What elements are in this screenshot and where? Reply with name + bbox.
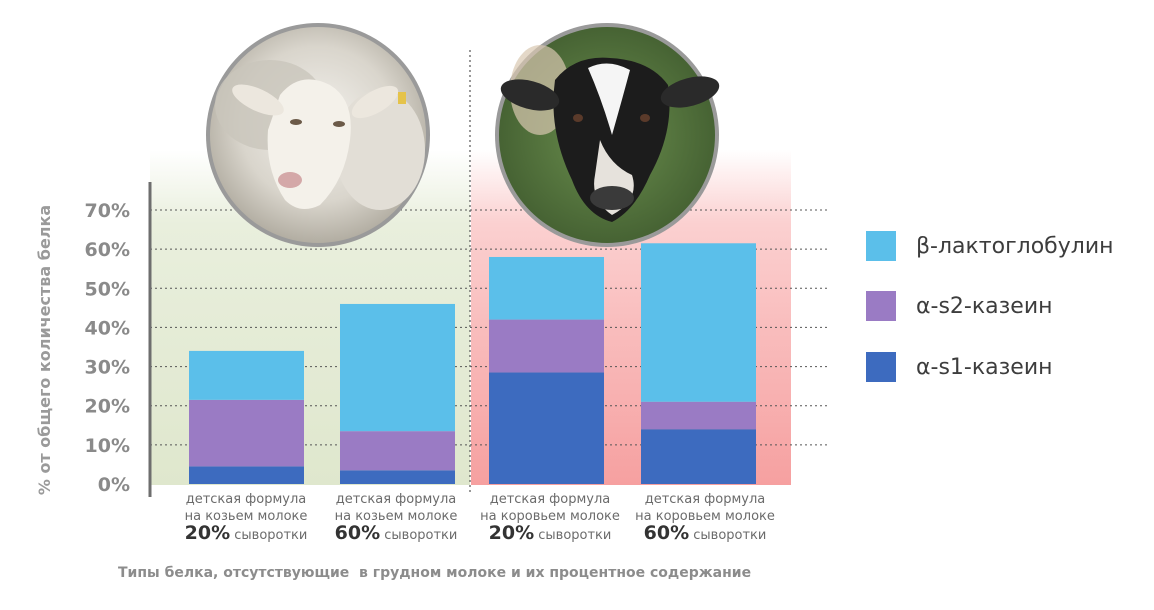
chart-footer-caption: Типы белка, отсутствующие в грудном моло… — [118, 565, 752, 581]
bar-segment-1-1 — [189, 466, 304, 484]
y-tick-label: 20% — [85, 396, 130, 418]
category-label-percent: 20% — [488, 522, 535, 544]
category-label-line1: детская формула — [185, 492, 307, 507]
y-axis-label: % от общего количества белка — [35, 205, 54, 495]
category-label-percent: 60% — [643, 522, 690, 544]
bar-segment-3-3 — [489, 256, 604, 320]
y-tick-label: 10% — [85, 435, 130, 457]
bar-segment-4-2 — [641, 401, 756, 430]
bar-segment-1-3 — [189, 350, 304, 400]
legend-swatch — [866, 291, 896, 321]
bar-segment-3-1 — [489, 372, 604, 484]
category-label-line1: детская формула — [335, 492, 457, 507]
legend-label: β-лактоглобулин — [916, 233, 1114, 259]
bar-segment-1-2 — [189, 399, 304, 467]
category-label-percent: 20% — [184, 522, 231, 544]
bar-segment-4-3 — [641, 243, 756, 402]
y-tick-label: 50% — [85, 278, 130, 300]
category-label-rest: сыворотки — [234, 528, 308, 543]
category-label-percent: 60% — [334, 522, 381, 544]
category-label-rest: сыворотки — [384, 528, 458, 543]
category-label-rest: сыворотки — [538, 528, 612, 543]
category-label-2: детская формула на козьем молоке 60% сыв… — [321, 491, 471, 544]
category-label-line1: детская формула — [489, 492, 611, 507]
legend-item-alpha-s1-casein: α-s1-казеин — [866, 352, 1053, 382]
category-label-line2: на козьем молоке — [184, 509, 308, 524]
bar-segment-2-3 — [340, 303, 455, 432]
legend-label: α-s2-казеин — [916, 293, 1053, 319]
bar-segment-3-2 — [489, 319, 604, 373]
y-tick-label: 0% — [98, 474, 130, 496]
legend-item-beta-lactoglobulin: β-лактоглобулин — [866, 231, 1114, 261]
bar-segment-2-1 — [340, 470, 455, 484]
y-tick-label: 30% — [85, 357, 130, 379]
y-tick-label: 60% — [85, 239, 130, 261]
legend-label: α-s1-казеин — [916, 354, 1053, 380]
cow-photo — [495, 23, 720, 247]
y-tick-label: 40% — [85, 317, 130, 339]
category-label-1: детская формула на козьем молоке 20% сыв… — [171, 491, 321, 544]
legend-swatch — [866, 352, 896, 382]
legend-item-alpha-s2-casein: α-s2-казеин — [866, 291, 1053, 321]
category-label-line1: детская формула — [644, 492, 766, 507]
category-label-line2: на козьем молоке — [334, 509, 458, 524]
y-tick-label: 70% — [85, 200, 130, 222]
category-label-4: детская формула на коровьем молоке 60% с… — [630, 491, 780, 544]
category-label-line2: на коровьем молоке — [635, 509, 775, 524]
category-label-rest: сыворотки — [693, 528, 767, 543]
category-label-line2: на коровьем молоке — [480, 509, 620, 524]
legend-swatch — [866, 231, 896, 261]
bar-segment-4-1 — [641, 429, 756, 484]
bar-segment-2-2 — [340, 431, 455, 471]
category-label-3: детская формула на коровьем молоке 20% с… — [475, 491, 625, 544]
goat-photo — [206, 23, 430, 247]
